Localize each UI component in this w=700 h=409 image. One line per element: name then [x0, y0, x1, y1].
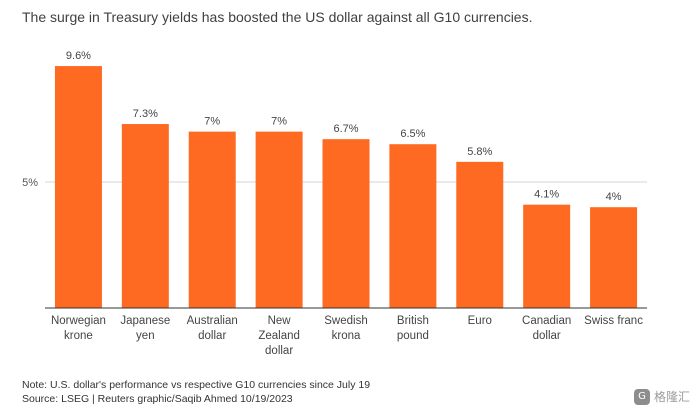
data-label: 7.3% — [133, 108, 158, 120]
bar — [389, 144, 437, 308]
bar — [54, 66, 102, 308]
data-label: 5.8% — [467, 146, 492, 158]
x-tick-label: pound — [397, 330, 429, 342]
chart-note: Note: U.S. dollar's performance vs respe… — [22, 379, 371, 391]
x-tick-label: dollar — [533, 330, 561, 342]
x-tick-label: Zealand — [258, 330, 300, 342]
data-label: 4.1% — [534, 189, 559, 201]
bar — [456, 161, 504, 308]
x-tick-label: krone — [64, 330, 93, 342]
x-tick-label: Japanese — [120, 315, 170, 327]
bar — [523, 204, 571, 308]
x-tick-label: yen — [136, 330, 155, 342]
x-tick-label: Swiss franc — [584, 315, 643, 327]
x-tick-label: New — [268, 315, 292, 327]
data-label: 7% — [271, 116, 287, 128]
data-label: 4% — [606, 191, 622, 203]
x-tick-label: dollar — [198, 330, 226, 342]
bar — [121, 124, 169, 308]
watermark: G 格隆汇 — [633, 388, 690, 405]
data-label: 6.5% — [400, 128, 425, 140]
x-tick-label: Norwegian — [51, 315, 106, 327]
y-tick-label: 5% — [22, 177, 38, 189]
x-tick-label: dollar — [265, 345, 293, 357]
bar — [255, 131, 303, 308]
data-label: 7% — [204, 116, 220, 128]
x-tick-label: krona — [332, 330, 361, 342]
bar — [322, 139, 370, 308]
bar — [590, 207, 638, 308]
bar — [188, 131, 236, 308]
chart-subtitle: The surge in Treasury yields has boosted… — [22, 9, 533, 25]
x-tick-label: Swedish — [324, 315, 367, 327]
data-label: 6.7% — [333, 123, 358, 135]
x-tick-label: Australian — [187, 315, 238, 327]
chart-source: Source: LSEG | Reuters graphic/Saqib Ahm… — [22, 393, 293, 405]
x-tick-label: Euro — [468, 315, 492, 327]
x-tick-label: Canadian — [522, 315, 571, 327]
gezhi-logo-icon: G — [633, 388, 650, 405]
x-tick-label: British — [397, 315, 429, 327]
watermark-text: 格隆汇 — [653, 390, 690, 404]
data-label: 9.6% — [66, 50, 91, 62]
